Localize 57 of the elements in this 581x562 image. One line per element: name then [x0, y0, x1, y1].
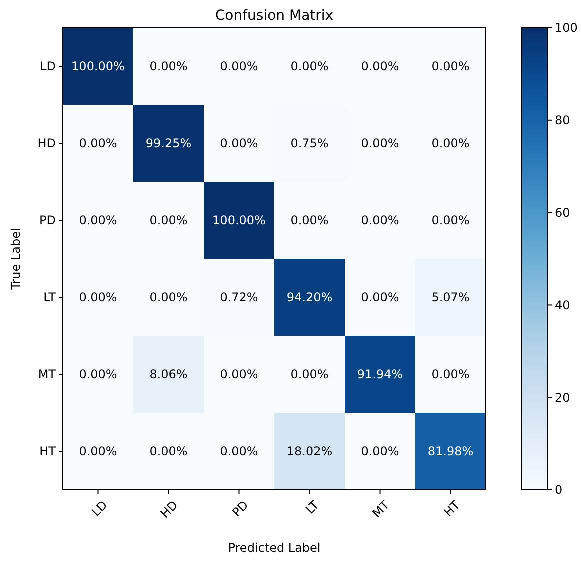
x-tick-label: LD — [89, 498, 110, 520]
x-tick-label: PD — [230, 498, 252, 520]
data-label: 0.00% — [290, 368, 329, 382]
data-label: 0.72% — [220, 290, 258, 305]
data-label: 0.00% — [220, 60, 258, 74]
y-tick-label: PD — [40, 214, 56, 228]
data-label: 0.00% — [220, 368, 258, 382]
color-bar-label: 20 — [555, 390, 570, 405]
data-label: 0.00% — [290, 214, 329, 228]
y-tick-label: LT — [44, 290, 57, 305]
data-label: 0.00% — [150, 214, 188, 228]
data-label: 0.00% — [220, 136, 258, 151]
data-label: 0.00% — [361, 214, 400, 228]
data-label: 0.00% — [290, 60, 329, 74]
data-label: 0.00% — [220, 444, 258, 459]
data-label: 0.00% — [150, 290, 188, 305]
color-bar-label: 40 — [555, 298, 570, 312]
data-label: 0.00% — [361, 444, 400, 459]
y-tick-label: HT — [40, 444, 57, 459]
data-label: 0.00% — [361, 136, 400, 151]
data-label: 18.02% — [286, 444, 333, 459]
y-tick-label: HD — [38, 136, 56, 151]
chart-title: Confusion Matrix — [215, 8, 334, 24]
data-label: 0.00% — [432, 136, 470, 151]
x-tick-label: HD — [158, 498, 181, 521]
data-label: 0.75% — [290, 136, 329, 151]
data-label: 0.00% — [432, 214, 470, 228]
x-tick-label: MT — [370, 498, 393, 521]
data-label: 0.00% — [79, 214, 118, 228]
data-label: 0.00% — [79, 136, 118, 151]
color-bar-label: 60 — [555, 206, 570, 220]
data-label: 0.00% — [79, 444, 118, 459]
data-label: 0.00% — [361, 60, 400, 74]
y-tick-label: MT — [38, 368, 57, 382]
data-label: 8.06% — [150, 368, 188, 382]
data-label: 0.00% — [79, 368, 118, 382]
data-label: 81.98% — [428, 444, 474, 459]
data-label: 99.25% — [146, 136, 192, 151]
x-axis-title: Predicted Label — [228, 541, 321, 555]
data-label: 94.20% — [286, 290, 333, 305]
data-label: 100.00% — [72, 60, 125, 74]
data-label: 91.94% — [357, 368, 404, 382]
data-label: 0.00% — [150, 60, 188, 74]
data-label: 0.00% — [361, 290, 400, 305]
y-tick-label: LD — [40, 60, 56, 74]
x-tick-label: HT — [441, 498, 464, 520]
data-label: 100.00% — [212, 214, 266, 228]
color-bar-label: 0 — [555, 483, 563, 498]
color-bar-label: 100 — [555, 21, 578, 36]
data-label: 0.00% — [432, 60, 470, 74]
data-label: 0.00% — [432, 368, 470, 382]
data-label: 5.07% — [432, 290, 470, 305]
y-axis-title: True Label — [9, 228, 23, 291]
color-bar-label: 80 — [555, 114, 570, 128]
data-label: 0.00% — [150, 444, 188, 459]
data-label: 0.00% — [79, 290, 118, 305]
x-tick-label: LT — [303, 498, 322, 517]
